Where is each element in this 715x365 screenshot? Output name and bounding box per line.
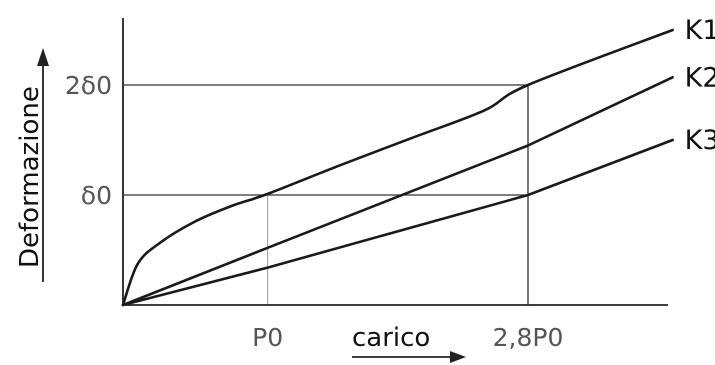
labels: K1 K2 K3 P0 2,8P0 δ0 2δ0 <box>65 15 715 352</box>
x-tick-label-2: 2,8P0 <box>493 323 564 352</box>
series-line-k1 <box>121 28 674 307</box>
series-line-k2 <box>121 76 674 307</box>
x-axis-arrow <box>352 351 466 363</box>
x-axis-label: carico <box>352 323 430 353</box>
series-line-k3 <box>121 138 674 307</box>
series-label-k1: K1 <box>685 15 715 46</box>
y-axis-label: Deformazione <box>15 86 45 268</box>
series-lines <box>121 28 674 307</box>
y-tick-label-2: 2δ0 <box>65 71 112 100</box>
y-axis-arrow <box>37 48 49 282</box>
series-label-k2: K2 <box>685 62 715 93</box>
x-tick-label-1: P0 <box>252 323 283 352</box>
y-tick-label-1: δ0 <box>81 181 112 210</box>
series-label-k3: K3 <box>685 125 715 156</box>
axes <box>122 18 668 306</box>
